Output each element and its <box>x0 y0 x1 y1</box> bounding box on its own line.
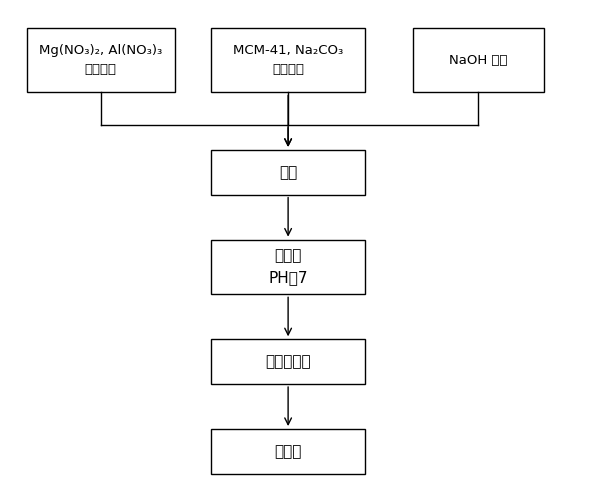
Bar <box>211 28 365 93</box>
Text: 过滤，干燥: 过滤，干燥 <box>265 354 311 369</box>
Text: MCM-41, Na₂CO₃
混合浆液: MCM-41, Na₂CO₃ 混合浆液 <box>233 44 343 76</box>
Bar <box>211 429 365 474</box>
Text: 洗洤至
PH）7: 洗洤至 PH）7 <box>268 248 308 286</box>
Bar <box>413 28 544 93</box>
Text: NaOH 溶液: NaOH 溶液 <box>449 53 508 67</box>
Bar <box>26 28 175 93</box>
Bar <box>211 150 365 195</box>
Bar <box>211 239 365 294</box>
Text: 陈化: 陈化 <box>279 165 297 180</box>
Bar <box>211 339 365 384</box>
Text: 吸附剂: 吸附剂 <box>274 444 302 459</box>
Text: Mg(NO₃)₂, Al(NO₃)₃
混合溶液: Mg(NO₃)₂, Al(NO₃)₃ 混合溶液 <box>39 44 163 76</box>
